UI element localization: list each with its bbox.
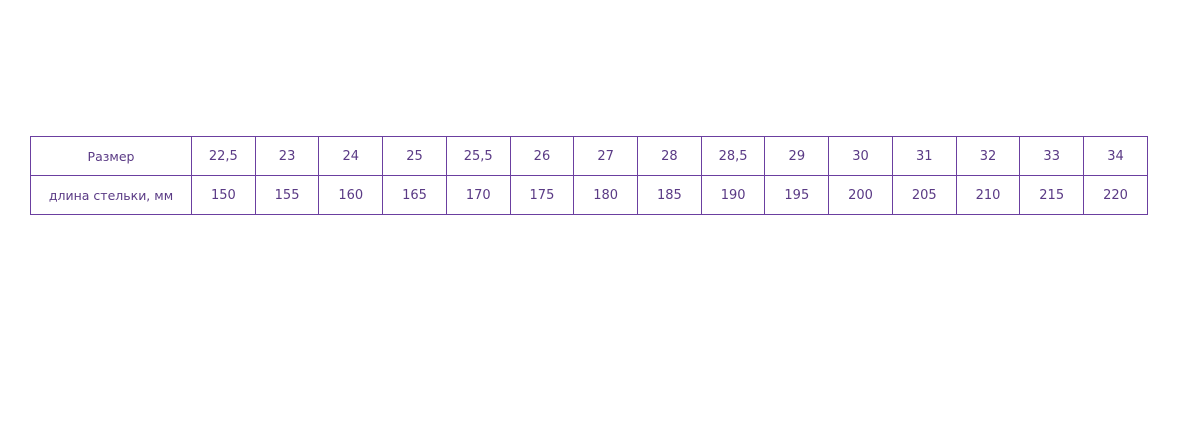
table-cell: 190 xyxy=(700,175,766,215)
table-cell: 25 xyxy=(382,136,447,176)
table-cell: 215 xyxy=(1019,175,1085,215)
table-cell: 170 xyxy=(445,175,511,215)
table-cell: 34 xyxy=(1083,136,1148,176)
table-cell: 31 xyxy=(891,136,957,176)
table-cell: 26 xyxy=(509,136,575,176)
table-cell: 155 xyxy=(254,175,320,215)
table-cell: 160 xyxy=(318,175,384,215)
row-header: Размер xyxy=(30,136,192,176)
insole-length-row: длина стельки, мм 150 155 160 165 170 175 180 18… xyxy=(30,175,1148,215)
table-cell: 24 xyxy=(318,136,384,176)
table-cell: 28 xyxy=(637,136,702,176)
size-row: Размер 22,5 23 24 25 25,5 26 27 28 28,5 29 30 31 32 33… xyxy=(30,136,1148,176)
table-cell: 150 xyxy=(191,175,256,215)
table-cell: 33 xyxy=(1019,136,1085,176)
table-cell: 200 xyxy=(828,175,893,215)
table-cell: 30 xyxy=(828,136,893,176)
table-cell: 32 xyxy=(955,136,1021,176)
table-cell: 205 xyxy=(891,175,957,215)
table-cell: 23 xyxy=(254,136,320,176)
table-cell: 175 xyxy=(509,175,575,215)
table-cell: 22,5 xyxy=(191,136,256,176)
table-cell: 29 xyxy=(764,136,830,176)
table-cell: 28,5 xyxy=(700,136,766,176)
table-cell: 27 xyxy=(573,136,639,176)
row-header: длина стельки, мм xyxy=(30,175,192,215)
table-cell: 180 xyxy=(573,175,639,215)
table-cell: 210 xyxy=(955,175,1021,215)
table-cell: 195 xyxy=(764,175,830,215)
table-cell: 165 xyxy=(382,175,447,215)
table-cell: 220 xyxy=(1083,175,1148,215)
size-table: Размер 22,5 23 24 25 25,5 26 27 28 28,5 29 30 31 32 33… xyxy=(30,136,1148,215)
table-cell: 25,5 xyxy=(445,136,511,176)
table-cell: 185 xyxy=(637,175,702,215)
